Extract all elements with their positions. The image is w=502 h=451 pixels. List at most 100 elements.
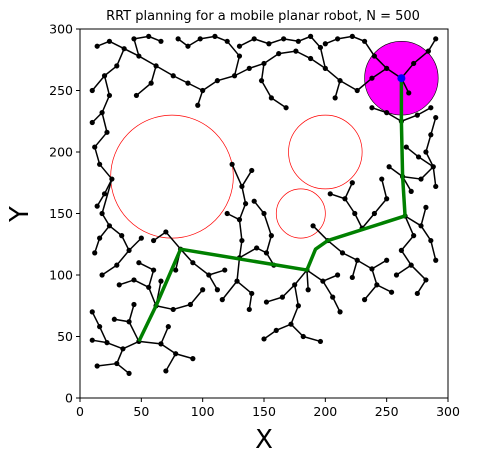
tree-node [369,105,375,111]
tree-node [187,301,193,308]
tree-edge [208,269,225,276]
tree-edge [405,146,420,158]
tree-node [236,53,243,59]
tree-node [236,217,243,223]
tree-node [111,316,117,322]
tree-node [158,278,164,284]
tree-node [408,188,414,194]
tree-edge [116,362,130,374]
tree-edge [363,40,376,57]
tree-edge [281,284,296,298]
tree-node [433,257,439,263]
tree-node [374,282,380,288]
tree-edge [236,280,253,295]
tree-edge [133,279,150,288]
tree-edge [373,55,388,69]
tree-node [317,44,324,51]
tree-node [379,176,385,182]
goal-point-layer [397,74,406,83]
tree-node [148,80,154,86]
tree-edge [373,198,388,214]
tree-edge [116,348,124,364]
tree-node [393,272,400,278]
tree-edge [116,249,130,266]
tree-edge [425,134,432,153]
tree-node [224,210,230,217]
tree-node [305,287,311,293]
tree-node [428,237,434,244]
tree-edge [155,65,174,77]
tree-node [418,176,424,182]
tree-edge [138,55,157,67]
tree-node [415,154,422,160]
tree-node [131,277,137,283]
tree-edge [324,67,341,82]
tree-node [258,78,265,84]
tree-node [94,363,100,369]
tree-node [249,290,255,297]
tree-edge [344,198,356,214]
tree-node [239,183,245,190]
tree-edge [290,305,300,325]
tree-edge [432,166,437,187]
tree-node [104,340,110,346]
tree-node [349,33,355,39]
tree-edge [260,63,265,81]
tree-edge [239,247,258,259]
tree-edge [101,112,108,133]
tree-node [222,267,228,273]
tree-node [261,336,267,342]
tree-edge [239,38,255,47]
tree-node [423,149,429,155]
tree-node [268,95,274,101]
tree-node [104,129,110,135]
tree-edge [147,269,155,288]
tree-edge [97,362,117,367]
tree-node [384,196,390,202]
tree-edge [294,269,308,286]
tree-edge [91,311,101,327]
tree-edge [418,156,434,168]
tree-edge [381,178,388,199]
tree-node [92,144,98,150]
tree-edge [327,239,343,254]
tree-edge [404,215,415,236]
tree-node [428,132,434,138]
tree-edge [388,166,404,178]
tree-node [433,114,439,121]
tree-edge [306,270,309,290]
tree-edge [106,341,124,350]
tree-node [195,102,201,108]
tree-node [423,277,429,283]
tree-edge [93,146,101,165]
tree-node [231,73,238,79]
tree-edge [312,225,329,242]
tree-node [170,306,176,313]
tree-edge [202,80,218,92]
tree-node [354,87,360,94]
tree-node [261,60,267,67]
tree-edge [103,75,111,96]
tree-node [106,223,113,229]
tree-edge [402,175,422,180]
x-tick-label: 50 [133,404,149,419]
tree-edge [101,264,118,276]
tree-node [398,247,404,253]
tree-edge [420,166,434,180]
tree-node [369,266,375,272]
tree-node [89,87,95,94]
tree-edge [364,284,378,301]
tree-edge [128,304,135,322]
tree-edge [319,47,327,69]
tree-node [126,370,132,376]
tree-node [94,203,100,209]
tree-edge [260,80,273,99]
x-tick-label: 250 [375,404,399,419]
tree-edge [217,75,235,82]
tree-node [109,176,115,182]
tree-node [120,346,126,352]
tree-node [89,119,95,126]
tree-node [200,87,206,94]
tree-edge [371,268,378,286]
tree-edge [101,95,111,113]
